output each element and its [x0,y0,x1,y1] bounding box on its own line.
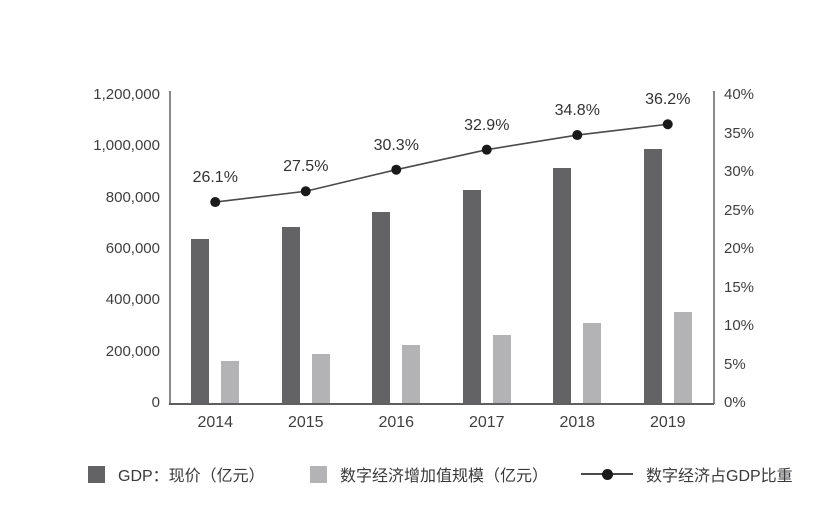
legend-item-gdp: GDP：现价（亿元） [88,462,265,486]
left-axis-tick-label: 200,000 [105,342,160,360]
digital-economy-bar [492,334,511,403]
ratio-data-label: 27.5% [283,158,329,176]
digital-economy-bar [221,360,240,403]
left-axis-line [169,91,171,404]
digital-economy-bar [583,323,602,403]
ratio-point [210,197,221,208]
legend-swatch-gdp [88,465,105,483]
legend-item-digital-economy: 数字经济增加值规模（亿元） [310,462,548,486]
legend-swatch-digital-economy [310,465,327,483]
ratio-data-label: 32.9% [464,116,510,134]
ratio-data-label: 36.2% [645,91,691,109]
ratio-point [662,119,673,130]
right-axis-tick-label: 0% [724,394,746,411]
legend: GDP：现价（亿元） 数字经济增加值规模（亿元） 数字经济占GDP比重 [0,462,831,486]
left-axis-tick-label: 1,200,000 [93,86,160,103]
legend-item-ratio: 数字经济占GDP比重 [581,462,793,486]
ratio-point [300,186,311,197]
left-axis-tick-label: 400,000 [105,291,160,309]
right-axis-tick-label: 20% [724,240,755,257]
legend-label-gdp: GDP：现价（亿元） [118,468,265,485]
x-axis-tick-label: 2014 [197,414,234,431]
x-axis-line [169,403,714,405]
gdp-bar [281,227,300,403]
right-axis-tick-label: 30% [724,163,755,180]
legend-label-ratio: 数字经济占GDP比重 [646,468,793,485]
ratio-data-label: 34.8% [554,102,600,120]
right-axis-tick-label: 40% [724,86,755,103]
ratio-point [572,130,583,141]
legend-line-symbol [581,466,633,483]
right-axis-tick-label: 5% [724,355,746,373]
gdp-bar [462,189,481,403]
left-axis-tick-label: 0 [151,394,160,411]
gdp-bar [372,211,391,403]
legend-label-digital-economy: 数字经济增加值规模（亿元） [340,468,549,485]
x-axis-tick-label: 2017 [468,414,505,431]
left-axis-tick-label: 600,000 [105,240,160,257]
ratio-point [391,164,402,175]
ratio-data-label: 30.3% [373,136,419,154]
ratio-data-label: 26.1% [192,169,238,187]
digital-economy-bar [311,354,330,403]
left-axis-tick-label: 1,000,000 [93,137,160,155]
right-axis-line [713,91,715,404]
x-axis-tick-label: 2018 [559,414,596,431]
right-axis-tick-label: 10% [724,317,755,334]
digital-economy-bar [402,345,421,403]
right-axis-tick-label: 15% [724,278,755,296]
left-axis-tick-label: 800,000 [105,188,160,206]
x-axis-tick-label: 2015 [287,414,324,431]
x-axis-tick-label: 2016 [378,414,415,431]
right-axis-tick-label: 35% [724,124,755,142]
digital-economy-bar [673,311,692,403]
gdp-bar [553,168,572,403]
ratio-line [215,123,668,203]
legend-line-marker-icon [601,468,613,480]
gdp-bar [191,238,210,403]
right-axis-tick-label: 25% [724,201,755,219]
x-axis-tick-label: 2019 [649,414,686,431]
ratio-point [481,144,492,155]
gdp-bar [643,148,662,403]
